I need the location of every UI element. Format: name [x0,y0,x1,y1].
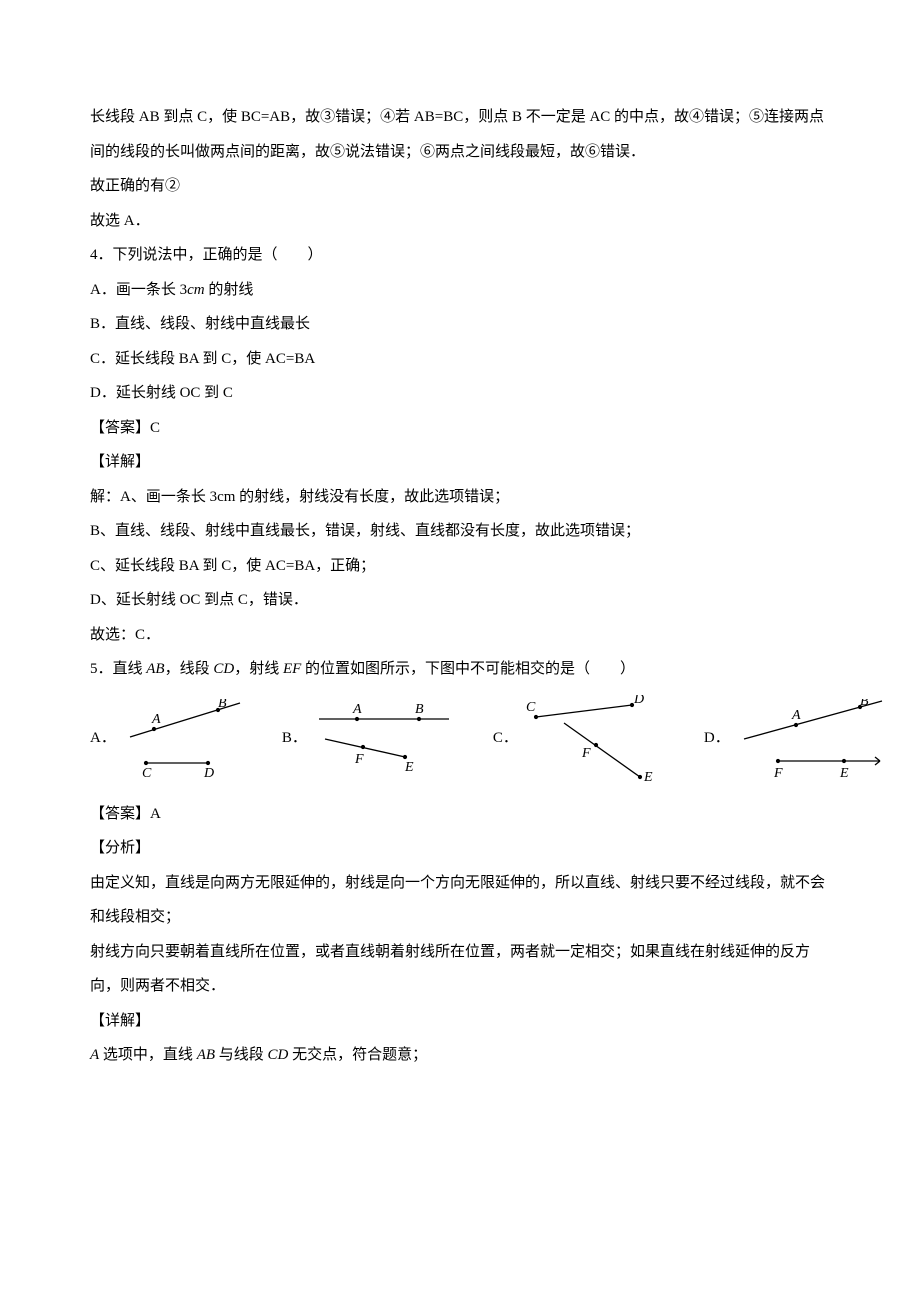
page: 长线段 AB 到点 C，使 BC=AB，故③错误；④若 AB=BC，则点 B 不… [0,0,920,1302]
option-b: B．直线、线段、射线中直线最长 [90,307,830,342]
svg-text:C: C [526,700,536,715]
text: 选项中，直线 [99,1047,197,1063]
svg-text:B: B [860,699,869,709]
svg-text:E: E [643,770,653,783]
label: B． [282,731,307,746]
label: D． [704,731,730,746]
var: CD [213,661,234,677]
figure-b: A B E F [313,701,453,777]
svg-text:D: D [633,695,644,707]
figure-a: A B C D [122,699,242,779]
text: 由定义知，直线是向两方无限延伸的，射线是向一个方向无限延伸的，所以直线、射线只要… [90,866,830,935]
var: AB [146,661,164,677]
heading: 【分析】 [90,831,830,866]
svg-text:E: E [404,760,414,775]
heading: 【详解】 [90,1004,830,1039]
text: 故选 A． [90,204,830,239]
figure-choices: A． A B C D B． A B E F C． C D E F D． A B F E [90,695,830,783]
text: 故选：C． [90,618,830,653]
text: B、直线、线段、射线中直线最长，错误，射线、直线都没有长度，故此选项错误； [90,514,830,549]
var: AB [197,1047,215,1063]
choice-c: C． C D E F [493,695,664,783]
text: 的位置如图所示，下图中不可能相交的是（ ） [301,661,635,677]
heading: 【详解】 [90,445,830,480]
svg-text:A: A [352,702,362,717]
unit: cm [187,282,205,298]
label: C． [493,731,518,746]
choice-a: A． A B C D [90,699,242,779]
text: ，射线 [234,661,283,677]
choice-b: B． A B E F [282,701,453,777]
question-stem: 5．直线 AB，线段 CD，射线 EF 的位置如图所示，下图中不可能相交的是（ … [90,652,830,687]
option-c: C．延长线段 BA 到 C，使 AC=BA [90,342,830,377]
figure-c: C D E F [524,695,664,783]
text: 5．直线 [90,661,146,677]
text: 解：A、画一条长 3cm 的射线，射线没有长度，故此选项错误； [90,480,830,515]
svg-text:B: B [218,699,227,711]
option-a: A．画一条长 3cm 的射线 [90,273,830,308]
text: D、延长射线 OC 到点 C，错误． [90,583,830,618]
text: C、延长线段 BA 到 C，使 AC=BA，正确； [90,549,830,584]
svg-text:C: C [142,766,152,779]
text: 射线方向只要朝着直线所在位置，或者直线朝着射线所在位置，两者就一定相交；如果直线… [90,935,830,1004]
var: A [90,1047,99,1063]
text: A．画一条长 3 [90,282,187,298]
label: A． [90,731,116,746]
question-stem: 4．下列说法中，正确的是（ ） [90,238,830,273]
text: 长线段 AB 到点 C，使 BC=AB，故③错误；④若 AB=BC，则点 B 不… [90,100,830,169]
svg-text:A: A [151,712,161,727]
var: CD [268,1047,289,1063]
svg-text:F: F [773,766,783,779]
answer: 【答案】C [90,411,830,446]
text: 的射线 [205,282,254,298]
option-d: D．延长射线 OC 到 C [90,376,830,411]
figure-d: A B F E [736,699,886,779]
var: EF [283,661,301,677]
answer: 【答案】A [90,797,830,832]
text: 无交点，符合题意； [288,1047,427,1063]
text: ，线段 [165,661,214,677]
choice-d: D． A B F E [704,699,886,779]
text: 故正确的有② [90,169,830,204]
text: 与线段 [215,1047,268,1063]
svg-text:E: E [839,766,849,779]
svg-text:B: B [415,702,424,717]
svg-text:F: F [354,752,364,767]
svg-text:F: F [581,746,591,761]
text: A 选项中，直线 AB 与线段 CD 无交点，符合题意； [90,1038,830,1073]
svg-text:A: A [791,708,801,723]
svg-text:D: D [203,766,214,779]
